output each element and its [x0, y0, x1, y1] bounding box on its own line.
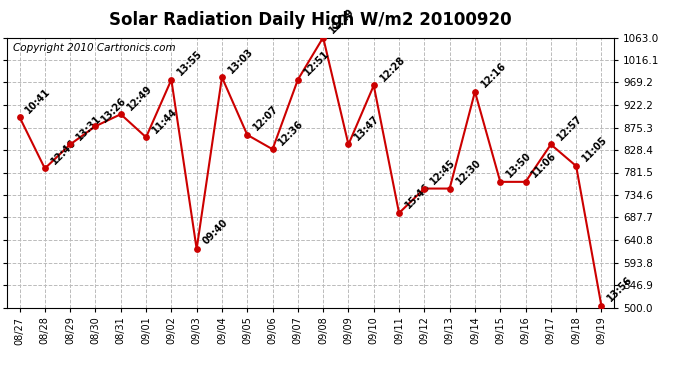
Point: [596, 303, 607, 309]
Text: 10:41: 10:41: [23, 86, 52, 115]
Text: 12:07: 12:07: [251, 104, 280, 133]
Point: [191, 246, 202, 252]
Point: [267, 146, 278, 152]
Point: [571, 163, 582, 169]
Point: [166, 77, 177, 83]
Text: 12:16: 12:16: [479, 60, 508, 90]
Text: 11:44: 11:44: [150, 106, 179, 135]
Text: 12:36: 12:36: [277, 118, 306, 147]
Text: 12:49: 12:49: [125, 83, 154, 112]
Point: [545, 141, 556, 147]
Text: 11:05: 11:05: [580, 135, 609, 164]
Text: 13:50: 13:50: [504, 151, 533, 180]
Point: [393, 210, 404, 216]
Point: [65, 141, 76, 147]
Text: 12:57: 12:57: [555, 113, 584, 142]
Point: [141, 134, 152, 140]
Text: 13:47: 13:47: [353, 113, 382, 142]
Text: 12:46: 12:46: [49, 137, 78, 166]
Point: [14, 114, 25, 120]
Point: [90, 123, 101, 129]
Point: [293, 77, 304, 83]
Point: [368, 82, 380, 88]
Text: 11:06: 11:06: [530, 151, 559, 180]
Point: [520, 179, 531, 185]
Text: 13:56: 13:56: [606, 275, 635, 304]
Text: 12:28: 12:28: [378, 54, 407, 83]
Point: [444, 186, 455, 192]
Point: [217, 74, 228, 80]
Text: 13:31: 13:31: [75, 113, 104, 142]
Text: 15:46: 15:46: [403, 182, 432, 211]
Text: 09:40: 09:40: [201, 218, 230, 247]
Point: [115, 111, 126, 117]
Text: 12:51: 12:51: [302, 48, 331, 78]
Text: 13:03: 13:03: [226, 46, 255, 75]
Text: Copyright 2010 Cartronics.com: Copyright 2010 Cartronics.com: [13, 43, 175, 53]
Point: [343, 141, 354, 147]
Point: [495, 179, 506, 185]
Text: 13:55: 13:55: [175, 48, 204, 78]
Text: 12:45: 12:45: [428, 158, 457, 186]
Text: Solar Radiation Daily High W/m2 20100920: Solar Radiation Daily High W/m2 20100920: [109, 11, 512, 29]
Point: [317, 34, 328, 40]
Point: [419, 186, 430, 192]
Text: 12:30: 12:30: [454, 158, 483, 186]
Text: 13:26: 13:26: [99, 95, 128, 124]
Point: [469, 89, 480, 95]
Text: 12:29: 12:29: [327, 6, 356, 35]
Point: [241, 132, 253, 138]
Point: [39, 165, 50, 171]
